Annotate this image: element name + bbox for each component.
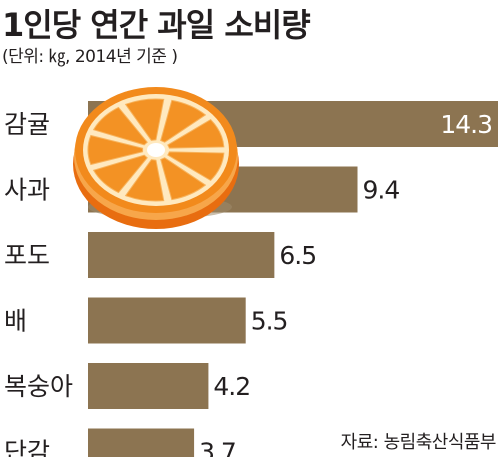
category-label: 단감 bbox=[4, 438, 50, 457]
category-label: 사과 bbox=[4, 176, 50, 205]
category-label: 배 bbox=[4, 307, 27, 336]
value-label: 4.2 bbox=[213, 372, 250, 401]
category-label: 복숭아 bbox=[4, 372, 73, 401]
value-label: 14.3 bbox=[440, 110, 492, 139]
chart-subtitle: (단위: ㎏, 2014년 기준 ) bbox=[2, 47, 178, 67]
bar-6 bbox=[88, 428, 195, 457]
value-label: 9.4 bbox=[363, 176, 400, 205]
bar-3 bbox=[88, 232, 275, 278]
source-note: 자료: 농림축산식품부 bbox=[340, 432, 497, 453]
orange-slice-icon bbox=[73, 87, 239, 229]
bar-4 bbox=[88, 297, 246, 344]
value-label: 5.5 bbox=[251, 307, 288, 336]
category-label: 포도 bbox=[4, 241, 50, 270]
chart-title: 1인당 연간 과일 소비량 bbox=[2, 6, 311, 44]
value-label: 3.7 bbox=[199, 438, 236, 457]
category-label: 감귤 bbox=[4, 110, 50, 139]
value-label: 6.5 bbox=[279, 241, 316, 270]
bar-5 bbox=[88, 363, 209, 409]
